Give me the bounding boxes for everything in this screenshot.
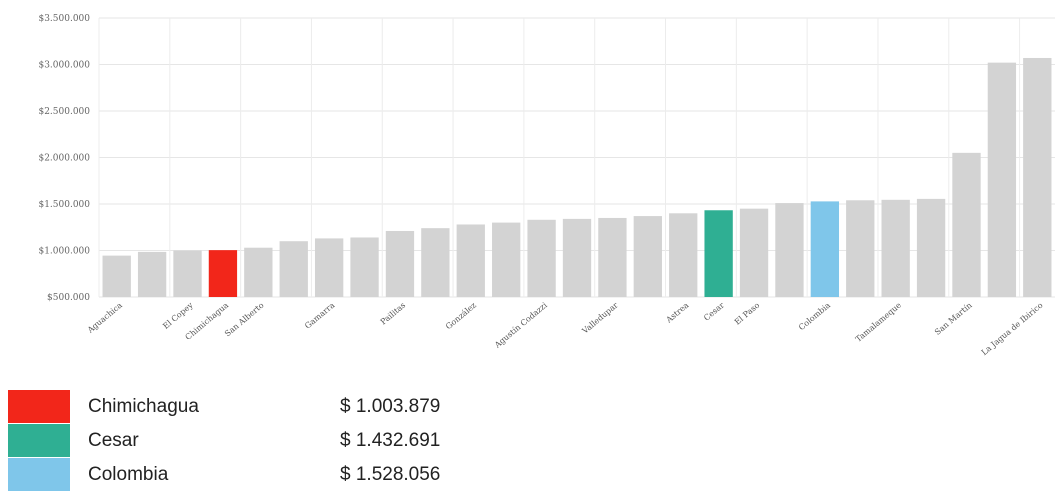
x-tick-label: Pailitas bbox=[379, 301, 407, 327]
legend-item-chimichagua: Chimichagua $ 1.003.879 bbox=[8, 390, 440, 423]
bar bbox=[137, 251, 167, 297]
bar bbox=[527, 219, 556, 297]
bar bbox=[173, 250, 202, 297]
x-tick-label: Valledupar bbox=[580, 301, 620, 337]
bar bbox=[1023, 57, 1052, 297]
x-tick-label: El Paso bbox=[733, 301, 762, 327]
y-tick-label: $1.000.000 bbox=[38, 247, 90, 257]
x-tick-label: Cesar bbox=[702, 301, 726, 323]
x-tick-label: La Jagua de Ibirico bbox=[980, 301, 1045, 358]
legend-value: $ 1.003.879 bbox=[340, 395, 441, 417]
legend-label: Chimichagua bbox=[88, 395, 199, 417]
legend-swatch bbox=[8, 458, 70, 491]
bar bbox=[244, 247, 273, 297]
legend-label: Cesar bbox=[88, 429, 139, 451]
x-tick-label: González bbox=[444, 301, 478, 332]
legend-item-colombia: Colombia $ 1.528.056 bbox=[8, 458, 440, 491]
x-tick-label: Aguachica bbox=[85, 300, 124, 335]
bar bbox=[102, 255, 131, 297]
y-tick-label: $3.000.000 bbox=[38, 61, 90, 71]
bar bbox=[385, 230, 415, 297]
legend-swatch bbox=[8, 390, 70, 423]
bar bbox=[208, 250, 238, 297]
x-tick-label: San Alberto bbox=[223, 301, 266, 339]
bar bbox=[598, 217, 627, 297]
x-tick-label: Astrea bbox=[664, 300, 691, 325]
bar bbox=[562, 218, 592, 297]
x-tick-label: San Martín bbox=[933, 301, 974, 337]
bar bbox=[704, 210, 733, 297]
bar bbox=[810, 201, 840, 297]
bar bbox=[881, 199, 910, 297]
legend-value: $ 1.432.691 bbox=[340, 429, 441, 451]
bar bbox=[846, 200, 875, 297]
legend: Chimichagua $ 1.003.879 Cesar $ 1.432.69… bbox=[8, 390, 440, 492]
legend-item-cesar: Cesar $ 1.432.691 bbox=[8, 424, 440, 457]
x-tick-label: Colombia bbox=[797, 300, 832, 332]
y-tick-label: $500.000 bbox=[47, 293, 90, 303]
bar bbox=[421, 228, 450, 297]
bar bbox=[739, 208, 769, 297]
bar bbox=[633, 216, 662, 297]
bar bbox=[492, 222, 521, 297]
bars bbox=[102, 57, 1052, 297]
x-tick-label: El Copey bbox=[161, 300, 195, 331]
x-tick-label: Agustín Codazzi bbox=[492, 300, 549, 350]
bar bbox=[669, 213, 698, 297]
y-axis: $500.000 $1.000.000 $1.500.000 $2.000.000 $2… bbox=[38, 14, 90, 303]
bar bbox=[456, 224, 485, 297]
y-tick-label: $3.500.000 bbox=[38, 14, 90, 24]
bar bbox=[916, 198, 946, 297]
x-tick-label: Gamarra bbox=[303, 300, 336, 330]
grid bbox=[98, 17, 1055, 298]
legend-swatch bbox=[8, 424, 70, 457]
y-tick-label: $1.500.000 bbox=[38, 200, 90, 210]
bar bbox=[952, 152, 981, 297]
y-tick-label: $2.500.000 bbox=[38, 107, 90, 117]
legend-label: Colombia bbox=[88, 463, 169, 485]
y-tick-label: $2.000.000 bbox=[38, 154, 90, 164]
bar bbox=[314, 238, 344, 297]
x-tick-label: Tamalameque bbox=[854, 300, 903, 343]
legend-value: $ 1.528.056 bbox=[340, 463, 441, 485]
bar bbox=[350, 237, 379, 297]
bar bbox=[987, 62, 1017, 297]
bar bbox=[775, 203, 804, 297]
bar bbox=[279, 241, 308, 297]
bar-chart: $500.000 $1.000.000 $1.500.000 $2.000.000 $2… bbox=[38, 14, 1055, 357]
